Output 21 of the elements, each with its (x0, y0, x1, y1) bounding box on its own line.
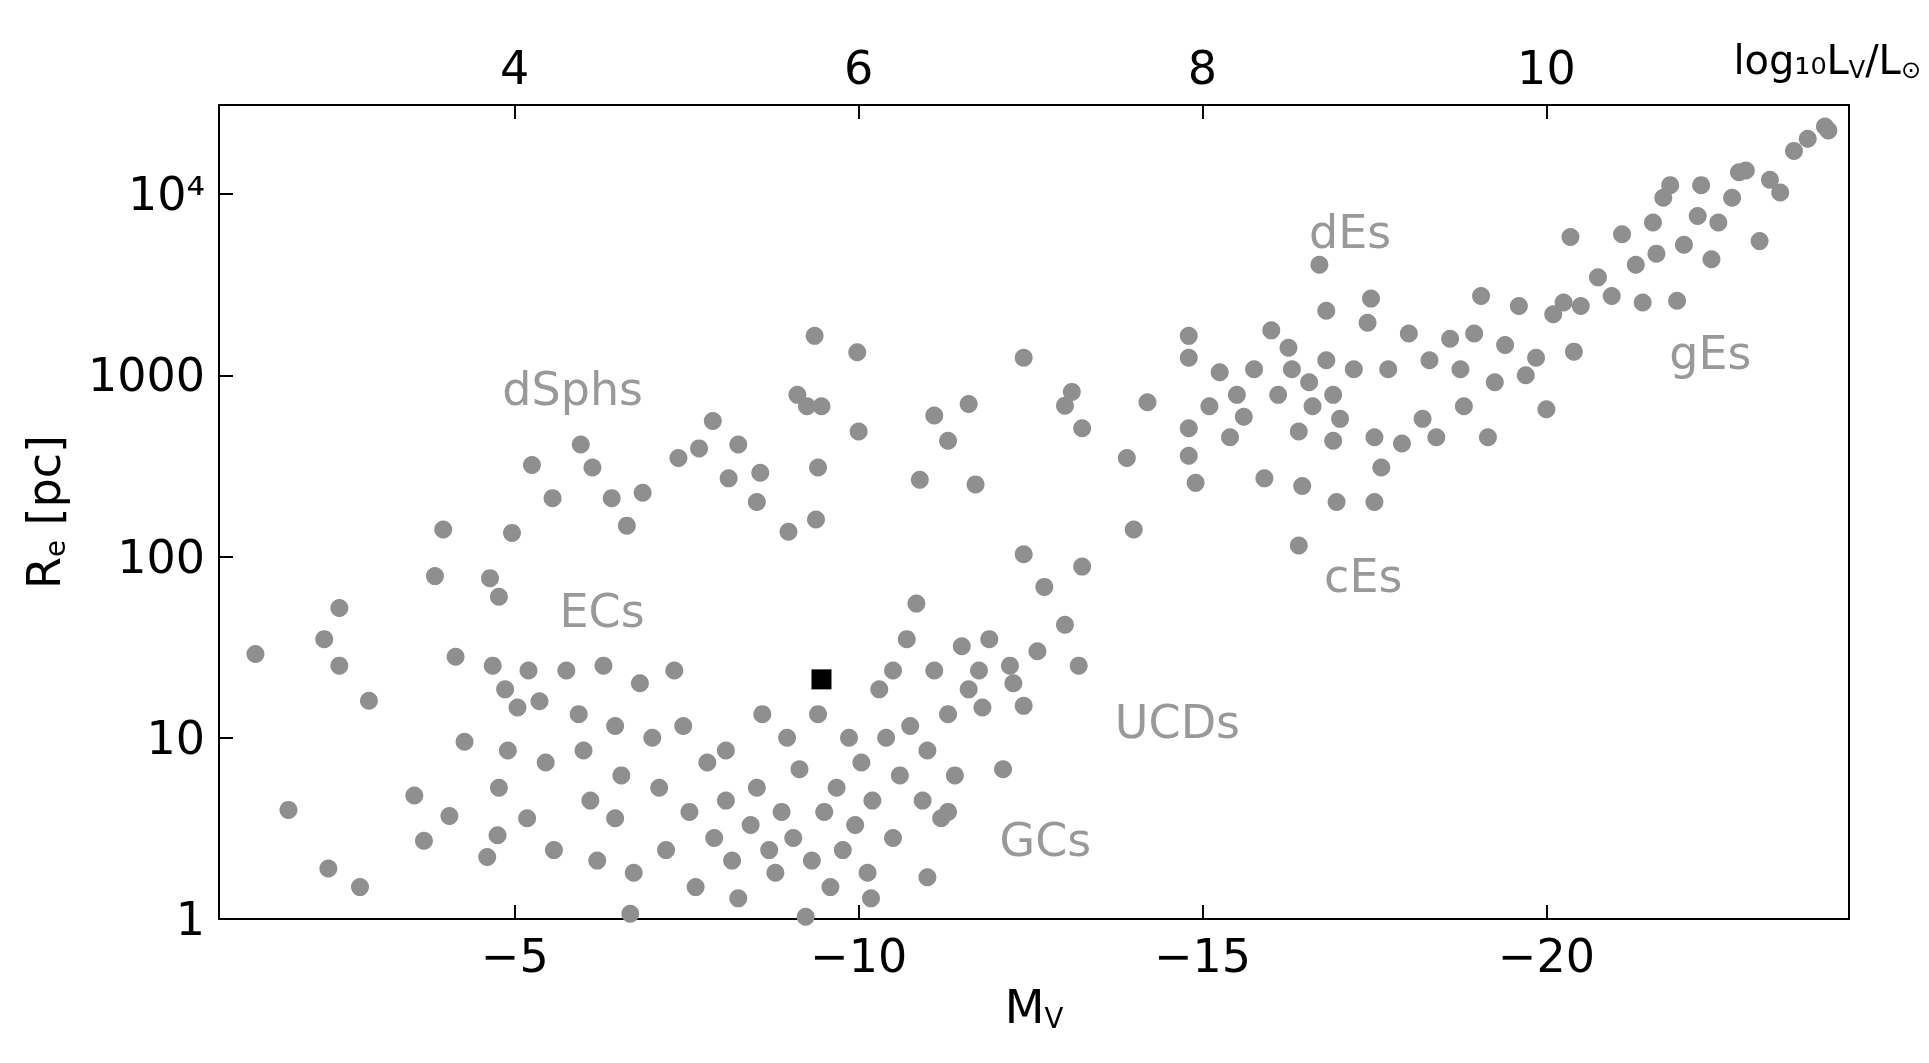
annotation: dEs (1309, 204, 1392, 259)
x-tick-label: −15 (1153, 929, 1252, 983)
x2-tick-label: 6 (843, 41, 874, 95)
y-tick-label: 100 (117, 529, 205, 584)
annotation: ECs (559, 584, 645, 639)
y-axis-title: Re [pc] (16, 435, 72, 589)
annotation: GCs (999, 813, 1092, 868)
x2-tick-label: 4 (500, 41, 530, 95)
y-tick-label: 10⁴ (128, 167, 205, 222)
x2-tick-label: 8 (1187, 41, 1218, 95)
y-tick-label: 1 (175, 892, 205, 946)
x-tick-label: −10 (810, 929, 908, 983)
x-tick-label: −5 (480, 929, 549, 983)
annotation: UCDs (1114, 695, 1241, 750)
annotation: dSphs (502, 362, 644, 417)
x2-tick-label: 10 (1517, 41, 1576, 95)
y-tick-label: 1000 (87, 348, 205, 403)
annotation: cEs (1324, 549, 1403, 604)
annotation: gEs (1669, 326, 1752, 381)
y-tick-label: 10 (146, 710, 205, 765)
x-tick-label: −20 (1497, 929, 1595, 983)
